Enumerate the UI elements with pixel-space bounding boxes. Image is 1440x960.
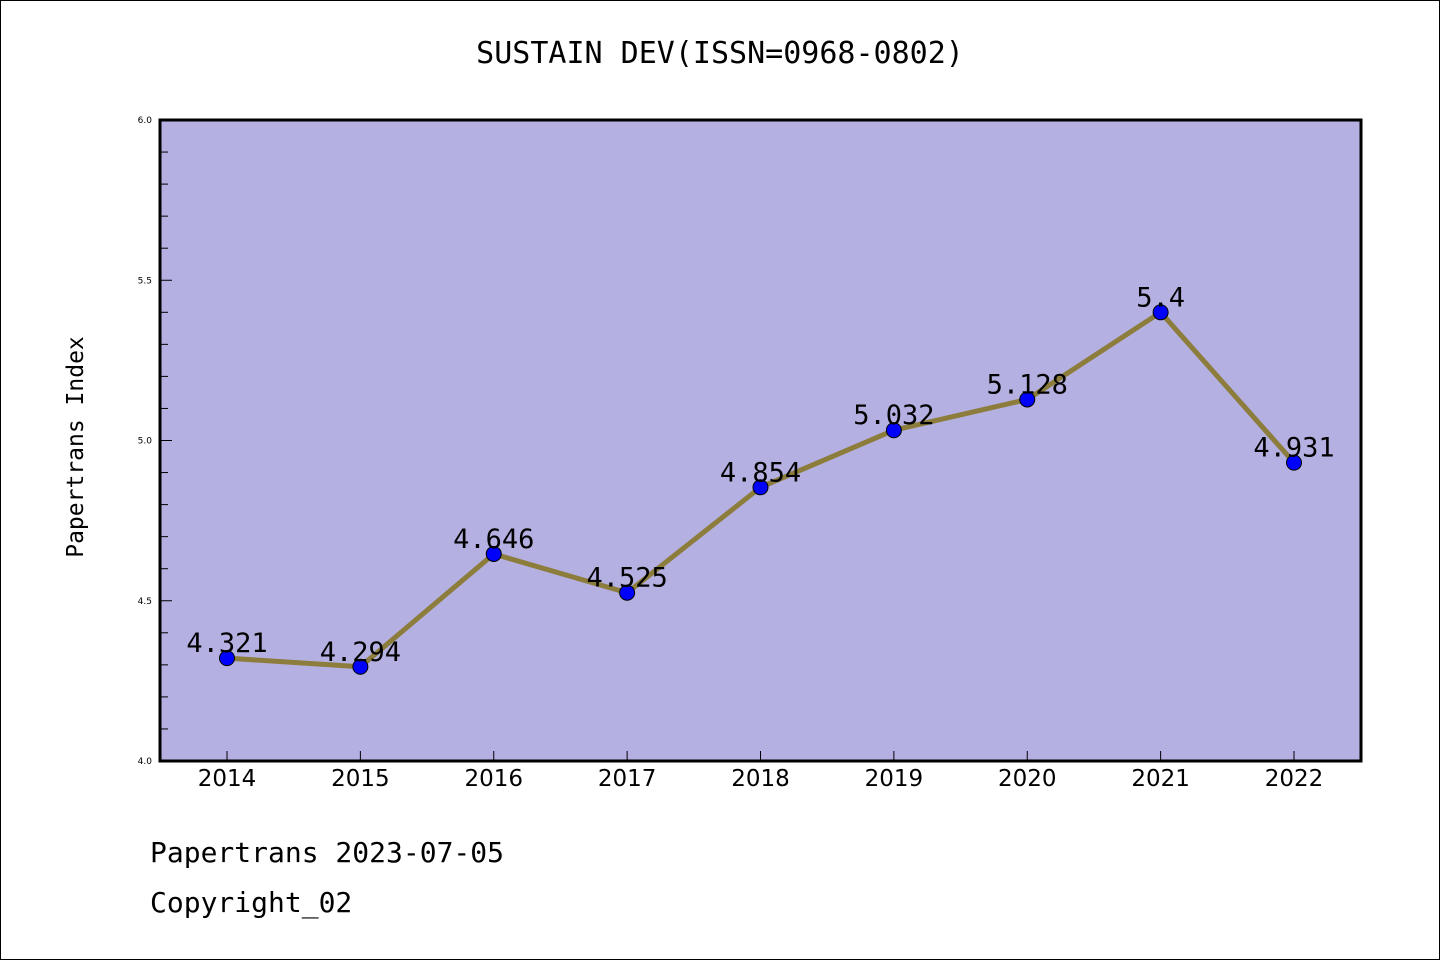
x-tick-label: 2014 xyxy=(198,766,257,792)
data-markers xyxy=(219,304,1302,675)
data-label: 5.128 xyxy=(987,369,1068,400)
x-tick-label: 2015 xyxy=(331,766,390,792)
data-point xyxy=(752,479,769,496)
data-label: 5.032 xyxy=(853,400,934,431)
data-point xyxy=(485,545,502,562)
data-point xyxy=(1286,454,1302,471)
data-point xyxy=(1152,304,1169,321)
data-label: 4.294 xyxy=(320,637,401,668)
data-label: 4.854 xyxy=(720,457,801,488)
data-point xyxy=(885,422,902,439)
y-tick-label: 6.0 xyxy=(138,116,153,126)
y-tick-label: 4.0 xyxy=(138,757,153,767)
chart-title: SUSTAIN DEV(ISSN=0968-0802) xyxy=(476,36,964,71)
data-label: 4.646 xyxy=(453,524,534,555)
x-tick-label: 2021 xyxy=(1131,766,1190,792)
y-tick-label: 5.5 xyxy=(138,276,152,286)
plot-area xyxy=(160,120,1361,761)
data-point xyxy=(1019,391,1036,408)
x-tick-label: 2018 xyxy=(731,766,790,792)
data-point xyxy=(219,650,235,667)
data-point xyxy=(619,584,636,601)
data-labels: 4.321 4.294 4.646 4.525 4.854 5.032 5.128 5.4 4.… xyxy=(186,282,1334,667)
y-tick-label: 4.5 xyxy=(138,597,152,607)
x-tick-label: 2019 xyxy=(865,766,924,792)
footer-date: Papertrans 2023-07-05 xyxy=(150,836,505,869)
data-point xyxy=(352,658,369,675)
data-label: 5.4 xyxy=(1136,282,1185,313)
x-tick-label: 2017 xyxy=(598,766,657,792)
x-tick-label: 2022 xyxy=(1265,766,1324,792)
data-label: 4.321 xyxy=(186,628,267,659)
y-tick-label: 5.0 xyxy=(138,437,153,447)
footer-copyright: Copyright_02 xyxy=(150,886,353,919)
plot-border xyxy=(158,118,1363,763)
data-label: 4.931 xyxy=(1253,433,1334,464)
x-tick-label: 2020 xyxy=(998,766,1057,792)
x-tick-label: 2016 xyxy=(464,766,523,792)
data-label: 4.525 xyxy=(586,563,667,594)
x-axis: 2014 2015 2016 2017 2018 2019 2020 2021 2022 xyxy=(198,751,1324,792)
